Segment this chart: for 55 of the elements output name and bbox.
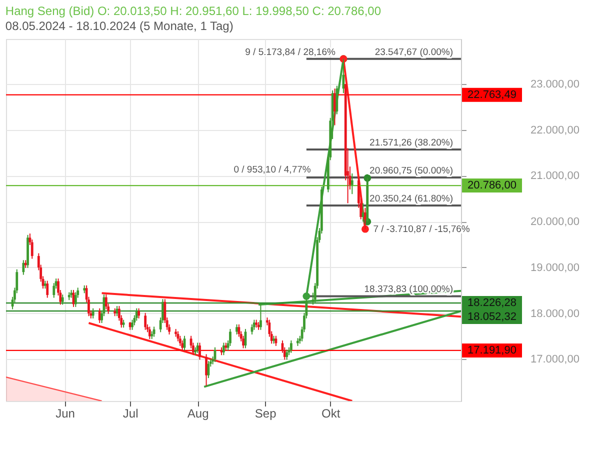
candlestick bbox=[205, 354, 208, 386]
candlestick bbox=[242, 335, 244, 349]
candlestick bbox=[238, 324, 240, 338]
y-tick-label: 21.000,00 bbox=[530, 170, 580, 182]
ref-line-label: 22.763,49 bbox=[468, 88, 516, 101]
x-tick-label: Jul bbox=[122, 406, 138, 420]
point bbox=[302, 292, 310, 300]
annotation: 9 / 5.173,84 / 28,16% bbox=[245, 46, 336, 58]
y-tick-label: 20.000,00 bbox=[530, 216, 580, 228]
y-tick-label: 18.000,00 bbox=[530, 308, 580, 320]
ref-line-label: 17.191,90 bbox=[468, 344, 516, 356]
chart-title: Hang Seng (Bid) O: 20.013,50 H: 20.951,60 L: 19.998,50 C: 20.786,00 bbox=[5, 4, 382, 18]
candlestick bbox=[135, 308, 138, 322]
x-tick-label: Sep bbox=[254, 406, 277, 420]
candlestick bbox=[74, 292, 77, 308]
candlestick bbox=[252, 319, 256, 330]
annotation: 0 / 953,10 / 4,77% bbox=[234, 164, 312, 176]
annotation: 20.960,75 (50.00%) bbox=[370, 166, 453, 177]
candlestick bbox=[350, 172, 354, 195]
candlestick bbox=[148, 326, 151, 340]
candlestick bbox=[198, 342, 201, 360]
candlestick bbox=[138, 308, 140, 319]
y-tick-label: 19.000,00 bbox=[530, 262, 580, 274]
y-tick-label: 17.000,00 bbox=[530, 354, 580, 366]
annotation: 23.547,67 (0.00%) bbox=[374, 46, 453, 58]
candlestick bbox=[222, 342, 225, 356]
candlestick bbox=[61, 294, 64, 306]
x-tick-label: Aug bbox=[187, 406, 209, 420]
candlestick bbox=[229, 328, 232, 346]
candlestick bbox=[104, 294, 108, 310]
candlestick bbox=[178, 335, 182, 346]
candlestick bbox=[46, 280, 49, 298]
candlestick bbox=[181, 340, 184, 352]
candlestick bbox=[342, 58, 345, 94]
annotation: 21.571,26 (38.20%) bbox=[370, 138, 453, 149]
y-tick-label: 22.000,00 bbox=[530, 124, 580, 136]
annotation: 7 / -3.710,87 / -15,76% bbox=[373, 224, 470, 236]
ref-line-label: 18.226,28 bbox=[468, 296, 516, 309]
candlestick bbox=[336, 85, 338, 115]
candlestick bbox=[144, 312, 147, 330]
candlestick bbox=[22, 260, 25, 276]
candlestick bbox=[52, 282, 56, 298]
candlestick bbox=[290, 340, 292, 354]
ref-line-label: 18.052,32 bbox=[468, 310, 516, 323]
point bbox=[362, 225, 369, 233]
candlestick bbox=[286, 349, 288, 360]
candlestick bbox=[131, 319, 134, 330]
ref-line-label: 20.786,00 bbox=[468, 180, 516, 192]
x-tick-label: Jun bbox=[56, 406, 75, 420]
candlestick bbox=[92, 308, 94, 319]
chart-subtitle: 08.05.2024 - 18.10.2024 (5 Monate, 1 Tag) bbox=[5, 19, 234, 33]
candlestick bbox=[260, 304, 262, 330]
y-tick-label: 23.000,00 bbox=[530, 78, 580, 90]
x-tick-label: Okt bbox=[322, 406, 341, 420]
annotation: 20.350,24 (61.80%) bbox=[370, 194, 453, 205]
